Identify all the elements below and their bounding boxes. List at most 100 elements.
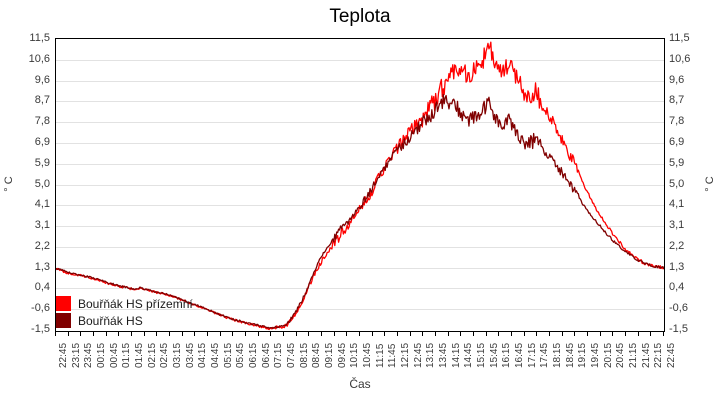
- x-axis-tick-mark: [587, 331, 588, 336]
- x-axis-tick-mark: [600, 331, 601, 336]
- x-axis-tick-label: 07:15: [273, 342, 285, 368]
- y-axis-tick-label: 6,9: [34, 135, 50, 148]
- y-axis-tick-label: 5,0: [34, 177, 50, 190]
- y-axis-tick-label: 5,9: [669, 156, 685, 169]
- x-axis-tick-label: 11:15: [374, 343, 386, 368]
- x-axis-tick-label: 04:45: [210, 342, 221, 368]
- y-axis-tick-label: 11,5: [669, 32, 690, 44]
- y-axis-tick-label: 5,0: [669, 177, 685, 190]
- x-axis-tick-label: 21:45: [640, 342, 652, 368]
- x-axis-tick-mark: [397, 331, 398, 336]
- x-axis-tick-label: 07:45: [286, 342, 297, 368]
- x-axis-tick-label: 01:45: [134, 342, 145, 368]
- x-axis-tick-label: 21:15: [628, 342, 639, 368]
- y-axis-tick-label: 9,6: [669, 73, 685, 86]
- x-axis-tick-mark: [435, 331, 436, 336]
- x-axis-tick-label: 05:15: [222, 342, 234, 368]
- legend-label: Bouřňák HS: [78, 313, 143, 328]
- x-axis-tick-mark: [562, 331, 563, 336]
- x-axis-tick-mark: [372, 331, 373, 336]
- x-axis-tick-label: 10:15: [349, 342, 361, 368]
- y-axis-tick-label: 11,5: [29, 32, 50, 44]
- x-axis-tick-label: 02:45: [159, 342, 171, 368]
- x-axis-tick-label: 20:45: [615, 342, 627, 368]
- x-axis-tick-mark: [638, 331, 639, 336]
- x-axis-tick-mark: [334, 331, 335, 336]
- x-axis-tick-mark: [308, 331, 309, 336]
- x-axis-tick-mark: [574, 331, 575, 336]
- x-axis-tick-mark: [549, 331, 550, 336]
- plot-area: [55, 38, 665, 332]
- y-axis-tick-label: 0,4: [34, 281, 50, 294]
- y-axis-tick-label: 10,6: [28, 52, 50, 65]
- y-axis-tick-label: 7,8: [669, 115, 685, 128]
- x-axis-tick-label: 03:15: [172, 342, 183, 368]
- x-axis-tick-mark: [169, 331, 170, 336]
- y-axis-tick-label: -1,5: [669, 323, 688, 335]
- x-axis-tick-label: 14:45: [463, 342, 475, 368]
- x-axis-tick-label: 19:45: [590, 342, 601, 368]
- y-axis-tick-label: -0,6: [669, 302, 688, 315]
- legend-label: Bouřňák HS přízemní: [78, 296, 193, 311]
- y-axis-tick-label: 9,6: [34, 73, 50, 86]
- x-axis-tick-mark: [194, 331, 195, 336]
- x-axis-tick-mark: [207, 331, 208, 336]
- y-axis-tick-label: 8,7: [669, 94, 685, 107]
- y-axis-tick-label: 5,9: [34, 156, 50, 169]
- x-axis-tick-mark: [80, 331, 81, 336]
- x-axis-tick-label: 06:15: [248, 342, 259, 368]
- x-axis-title: Čas: [349, 377, 371, 391]
- x-axis-tick-label: 06:45: [260, 342, 272, 368]
- x-axis-ticks: [55, 331, 665, 337]
- x-axis-tick-label: 17:45: [539, 342, 551, 368]
- y-axis-tick-label: 10,6: [669, 52, 691, 65]
- x-axis-tick-mark: [536, 331, 537, 336]
- x-axis-tick-label: 12:45: [412, 342, 424, 368]
- x-axis-tick-mark: [296, 331, 297, 336]
- series-line: [56, 93, 664, 330]
- legend-color-swatch: [56, 296, 71, 311]
- y-axis-tick-label: 2,2: [34, 239, 50, 252]
- x-axis-tick-label: 20:15: [602, 342, 614, 368]
- x-axis-tick-label: 18:45: [564, 342, 576, 368]
- x-axis-tick-mark: [131, 331, 132, 336]
- x-axis-tick-mark: [612, 331, 613, 336]
- x-axis-tick-mark: [359, 331, 360, 336]
- x-axis-tick-label: 16:45: [514, 342, 525, 368]
- x-axis-tick-label: 02:15: [146, 342, 158, 368]
- x-axis-tick-label: 00:45: [108, 342, 120, 368]
- x-axis-tick-mark: [245, 331, 246, 336]
- x-axis-tick-label: 12:15: [400, 342, 411, 368]
- legend-item[interactable]: Bouřňák HS přízemní: [56, 295, 216, 312]
- y-axis-tick-label: 8,7: [34, 94, 50, 107]
- x-axis-tick-label: 10:45: [362, 342, 373, 368]
- x-axis-tick-mark: [384, 331, 385, 336]
- x-axis-tick-mark: [68, 331, 69, 336]
- x-axis-tick-mark: [663, 331, 664, 336]
- x-axis-tick-mark: [650, 331, 651, 336]
- series-lines: [56, 41, 664, 331]
- y-axis-tick-label: 1,3: [669, 260, 685, 273]
- x-axis-tick-labels: 22:45 23:15 23:45 00:15 00:45 01:15 01:45 02:15…: [55, 338, 677, 376]
- x-axis-tick-label: 01:15: [121, 342, 133, 368]
- y-axis-tick-label: -1,5: [31, 323, 50, 335]
- y-axis-tick-labels-right: 11,5 10,6 9,6 8,7 7,8 6,9 5,9 5,0 4,1 3,1 2,2 1,3 0,…: [669, 33, 719, 335]
- x-axis-tick-label: 00:15: [96, 342, 107, 368]
- x-axis-tick-mark: [422, 331, 423, 336]
- x-axis-tick-label: 08:45: [311, 342, 323, 368]
- x-axis-tick-label: 04:15: [197, 342, 209, 368]
- chart-title: Teplota: [329, 6, 391, 27]
- chart-legend: Bouřňák HS přízemní Bouřňák HS: [56, 293, 216, 331]
- legend-color-swatch: [56, 313, 71, 328]
- x-axis-tick-mark: [524, 331, 525, 336]
- x-axis-tick-mark: [486, 331, 487, 336]
- legend-item[interactable]: Bouřňák HS: [56, 312, 216, 329]
- x-axis-tick-mark: [283, 331, 284, 336]
- y-axis-tick-label: 0,4: [669, 281, 685, 294]
- x-axis-tick-label: 22:45: [58, 342, 69, 368]
- series-line: [56, 41, 664, 331]
- y-axis-tick-label: -0,6: [31, 302, 50, 315]
- x-axis-tick-label: 13:15: [425, 342, 437, 368]
- x-axis-tick-mark: [182, 331, 183, 336]
